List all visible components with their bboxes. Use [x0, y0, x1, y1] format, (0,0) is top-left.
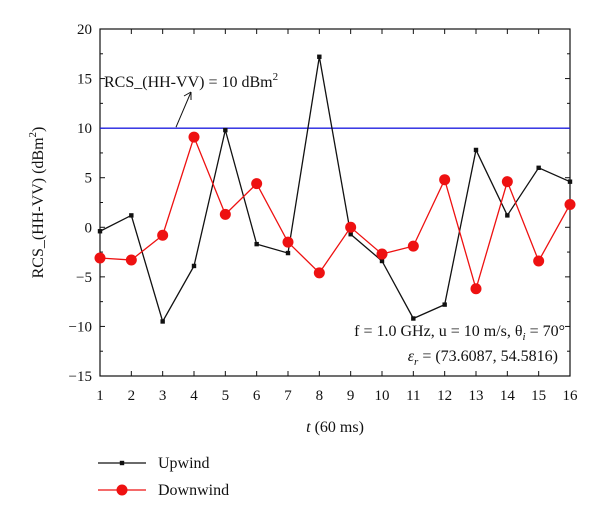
point-upwind: [536, 165, 541, 170]
y-tick-label: 0: [85, 220, 93, 236]
annotation-line-1-text: f = 1.0 GHz, u = 10 m/s, θ: [354, 323, 522, 340]
y-tick-label: −10: [69, 319, 92, 335]
annotation-line-1: f = 1.0 GHz, u = 10 m/s, θi = 70°: [354, 323, 565, 343]
y-axis-label: RCS_(HH-VV) (dBm2): [27, 127, 47, 279]
point-upwind: [442, 302, 447, 307]
point-downwind: [376, 248, 388, 260]
point-downwind: [125, 254, 137, 266]
x-tick-label: 16: [563, 388, 579, 404]
point-upwind: [348, 232, 353, 237]
point-downwind: [219, 208, 231, 220]
point-upwind: [160, 319, 165, 324]
x-tick-label: 13: [469, 388, 484, 404]
series-line-downwind: [99, 135, 571, 292]
legend-label-downwind: Downwind: [158, 482, 229, 499]
y-tick-label: −15: [69, 369, 92, 385]
x-tick-label: 3: [159, 388, 167, 404]
point-upwind: [97, 229, 103, 234]
point-upwind: [285, 250, 291, 256]
point-upwind: [473, 147, 479, 153]
x-tick-label: 5: [222, 388, 230, 404]
x-tick-label: 7: [284, 388, 292, 404]
y-tick-label: −5: [76, 270, 92, 286]
point-upwind: [317, 54, 322, 59]
point-downwind: [470, 283, 482, 295]
annotation-layer: f = 1.0 GHz, u = 10 m/s, θi = 70° εr = (7…: [354, 323, 565, 368]
y-axis-label-sup: 2: [27, 132, 39, 138]
x-tick-label: 11: [406, 388, 420, 404]
x-tick-label: 8: [316, 388, 324, 404]
x-tick-label: 6: [253, 388, 261, 404]
point-upwind: [223, 127, 228, 133]
x-tick-label: 12: [437, 388, 452, 404]
legend-marker-downwind: [116, 484, 128, 496]
point-downwind: [313, 267, 325, 279]
annotation-epsilon: ε: [408, 348, 415, 365]
x-axis-unit: (60 ms): [311, 419, 364, 436]
point-upwind: [254, 241, 259, 247]
x-tick-label: 15: [531, 388, 546, 404]
y-tick-label: 5: [85, 171, 93, 187]
point-downwind: [188, 131, 200, 143]
axes-layer: t (60 ms)RCS_(HH-VV) (dBm2): [27, 28, 571, 436]
y-axis-label-text: RCS_(HH-VV) (dBm: [30, 137, 47, 278]
reference-arrow-shaft: [175, 91, 192, 128]
point-upwind: [505, 213, 510, 218]
x-axis-label: t (60 ms): [306, 419, 364, 436]
x-tick-label: 10: [375, 388, 390, 404]
legend: Upwind Downwind: [98, 455, 229, 499]
point-downwind: [251, 178, 263, 190]
point-downwind: [282, 236, 294, 248]
point-downwind: [439, 174, 451, 186]
y-axis-label-end: ): [30, 127, 47, 132]
reference-layer: RCS_(HH-VV) = 10 dBm2: [100, 71, 570, 129]
reference-line-label-text: RCS_(HH-VV) = 10 dBm: [104, 74, 273, 91]
y-tick-label: 20: [77, 22, 92, 38]
x-tick-label: 2: [128, 388, 136, 404]
x-tick-label: 9: [347, 388, 355, 404]
legend-label-upwind: Upwind: [158, 455, 210, 472]
annotation-epsilon-sub: r: [414, 356, 419, 368]
point-downwind: [407, 240, 419, 252]
annotation-line-2: εr = (73.6087, 54.5816): [408, 348, 558, 368]
x-tick-label: 1: [96, 388, 104, 404]
point-upwind: [411, 316, 416, 321]
point-downwind: [501, 176, 513, 188]
point-upwind: [379, 258, 385, 264]
point-downwind: [564, 198, 576, 210]
y-tick-label: 10: [77, 121, 92, 137]
point-upwind: [191, 263, 197, 269]
point-downwind: [94, 252, 106, 264]
x-tick-label: 14: [500, 388, 516, 404]
annotation-line-1-end: = 70°: [526, 323, 565, 340]
reference-line-label-sup: 2: [273, 71, 279, 83]
reference-line-label: RCS_(HH-VV) = 10 dBm2: [104, 71, 278, 91]
point-downwind: [533, 255, 545, 267]
point-upwind: [129, 213, 134, 218]
point-downwind: [345, 221, 357, 233]
annotation-line-1-sub: i: [523, 331, 526, 343]
x-tick-label: 4: [190, 388, 198, 404]
point-downwind: [157, 229, 169, 241]
x-axis-variable: t: [306, 419, 311, 436]
y-tick-label: 15: [77, 72, 92, 88]
reference-arrow-head: [183, 91, 192, 100]
series-line-upwind: [99, 56, 571, 324]
annotation-line-2-rest: = (73.6087, 54.5816): [418, 348, 558, 365]
point-upwind: [567, 179, 573, 184]
series-layer: [94, 54, 576, 324]
legend-marker-upwind: [119, 460, 125, 466]
